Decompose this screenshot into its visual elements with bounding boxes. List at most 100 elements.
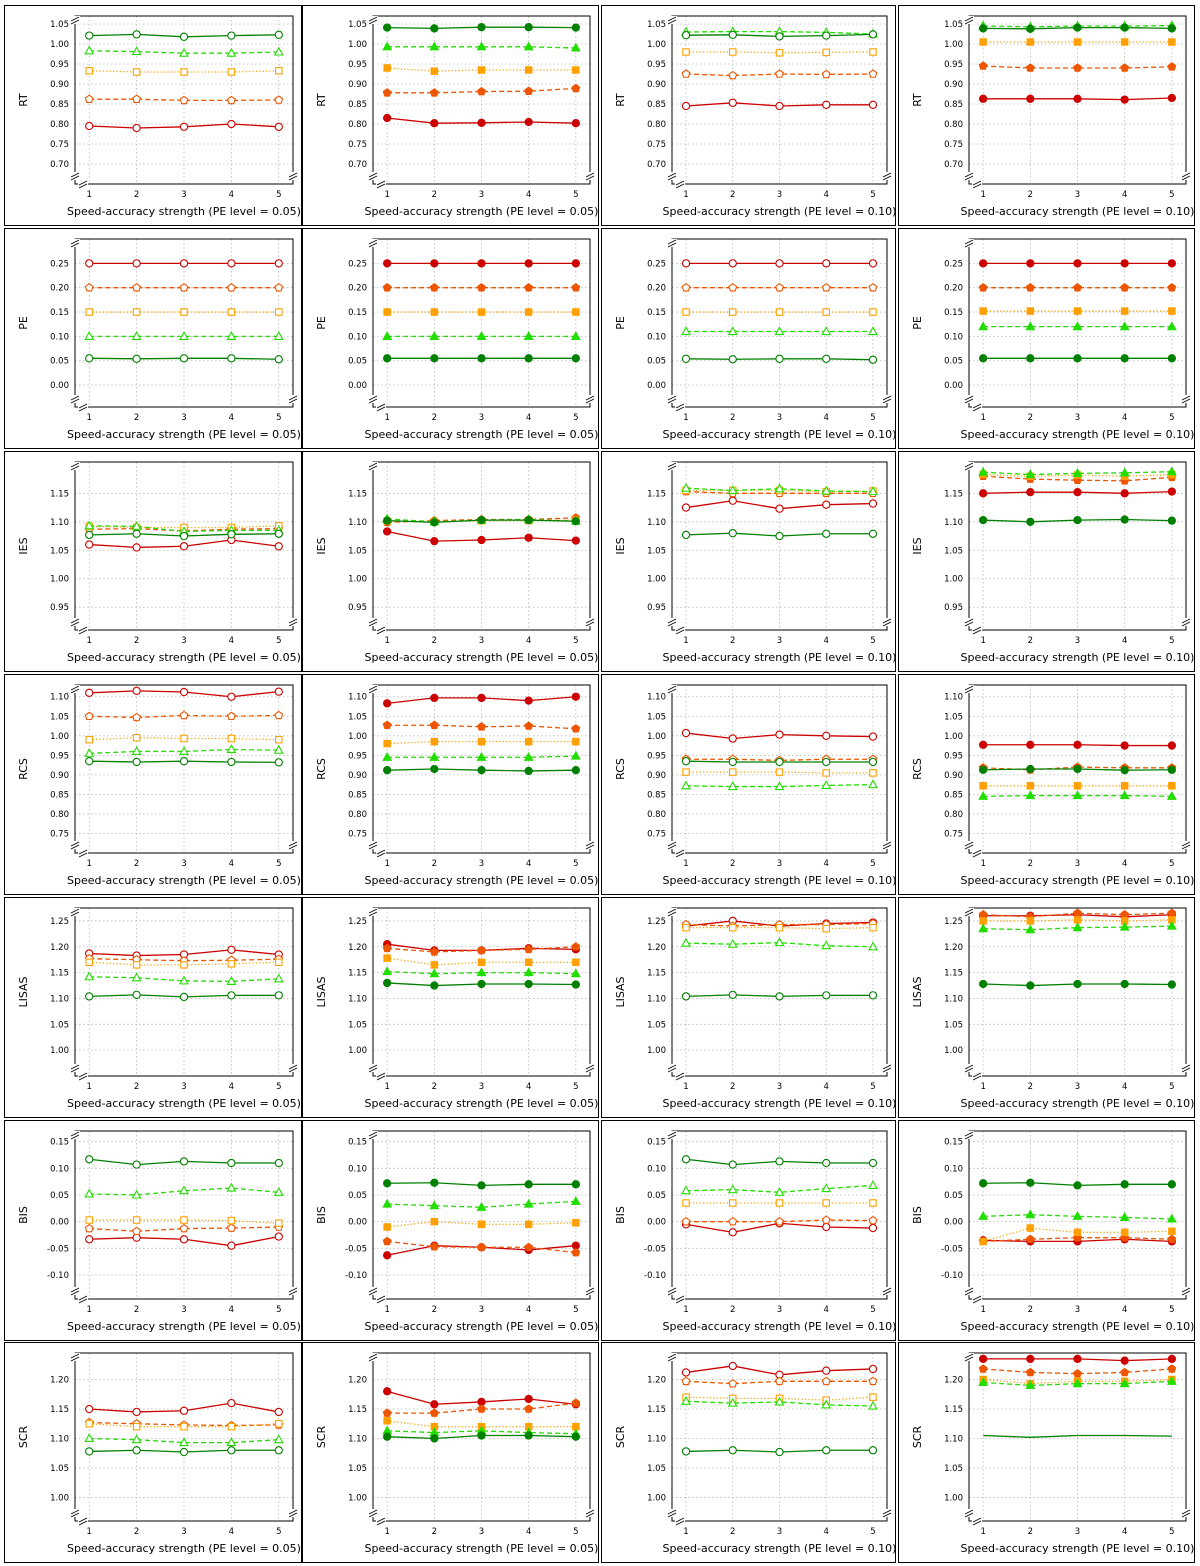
series-red bbox=[85, 259, 283, 268]
data-point-marker bbox=[477, 722, 486, 731]
data-point-marker bbox=[821, 326, 832, 336]
series-green bbox=[681, 30, 878, 41]
data-point-marker bbox=[179, 710, 189, 720]
axis-break-bottom-gap bbox=[78, 626, 88, 634]
axis-break-left bbox=[368, 1064, 378, 1070]
x-axis-label: Speed-accuracy strength (PE level = 0.05… bbox=[365, 1320, 599, 1333]
x-tick-label: 3 bbox=[479, 1082, 484, 1092]
data-point-marker bbox=[179, 1223, 189, 1233]
data-point-marker bbox=[1072, 321, 1083, 331]
data-point-marker bbox=[1025, 1367, 1035, 1377]
axis-break-bottom-gap bbox=[78, 1517, 88, 1525]
data-point-marker bbox=[681, 259, 691, 268]
axis-break-right bbox=[585, 172, 595, 178]
axis-break-left bbox=[964, 844, 974, 850]
y-tick-label: -0.10 bbox=[644, 1271, 666, 1281]
axis-break-top bbox=[70, 19, 80, 25]
x-tick-label: 5 bbox=[573, 190, 578, 200]
data-point-marker bbox=[85, 67, 93, 75]
y-tick-label: 0.70 bbox=[50, 160, 69, 170]
data-point-marker bbox=[1167, 741, 1176, 750]
axis-break-right bbox=[882, 398, 892, 404]
axis-break-bottom bbox=[972, 406, 982, 412]
x-tick-label: 4 bbox=[526, 1305, 531, 1315]
data-point-marker bbox=[570, 968, 581, 978]
x-tick-label: 3 bbox=[777, 859, 782, 869]
axis-break-bottom-gap bbox=[675, 849, 685, 857]
axis-break-top bbox=[964, 1356, 974, 1362]
axis-break-top bbox=[368, 1356, 378, 1362]
x-tick-label: 2 bbox=[432, 1305, 437, 1315]
chart-svg: 1.15 1.10 1.05 1.00 0.95 1 2 3 4 5 IES Speed-accura… bbox=[17, 461, 301, 664]
y-tick-label: 0.90 bbox=[50, 80, 69, 90]
x-tick-label: 4 bbox=[229, 1305, 234, 1315]
data-point-marker bbox=[179, 283, 189, 292]
axis-break-left bbox=[667, 175, 677, 181]
axis-break-bottom bbox=[972, 852, 982, 858]
data-point-marker bbox=[729, 308, 737, 316]
data-point-marker bbox=[822, 354, 831, 363]
axis-break-right bbox=[1181, 1512, 1191, 1518]
series-line bbox=[686, 941, 873, 948]
y-tick-label: 1.00 bbox=[348, 40, 367, 50]
axis-break-right bbox=[288, 1287, 298, 1293]
axis-break-left-gap bbox=[70, 841, 80, 849]
y-tick-label: 1.15 bbox=[944, 969, 963, 979]
series-red bbox=[383, 527, 580, 546]
x-tick-label: 2 bbox=[1028, 413, 1033, 423]
axis-break-left bbox=[368, 1512, 378, 1518]
series-orange bbox=[382, 942, 581, 956]
x-tick-label: 1 bbox=[87, 1305, 92, 1315]
data-point-marker bbox=[477, 766, 486, 775]
axis-break-right-gap bbox=[882, 618, 892, 626]
y-axis-label: RT bbox=[911, 93, 924, 107]
data-point-marker bbox=[774, 937, 785, 947]
axis-break-left bbox=[70, 844, 80, 850]
x-axis-label: Speed-accuracy strength (PE level = 0.10… bbox=[663, 428, 897, 441]
data-point-marker bbox=[1166, 466, 1177, 476]
data-point-marker bbox=[227, 259, 236, 268]
data-point-marker bbox=[681, 530, 691, 540]
data-point-marker bbox=[775, 730, 784, 739]
data-point-marker bbox=[477, 1220, 486, 1229]
data-point-marker bbox=[85, 259, 94, 268]
data-point-marker bbox=[179, 975, 189, 985]
data-point-marker bbox=[729, 48, 737, 56]
data-point-marker bbox=[1167, 1364, 1177, 1373]
data-point-marker bbox=[979, 489, 988, 498]
data-point-marker bbox=[571, 283, 581, 292]
axis-break-right bbox=[585, 841, 595, 847]
y-axis-label: PE bbox=[17, 316, 30, 330]
axis-break-right bbox=[585, 398, 595, 404]
axis-break-top bbox=[964, 1134, 974, 1140]
data-point-marker bbox=[429, 751, 440, 761]
axis-break-right-gap bbox=[585, 172, 595, 180]
data-point-marker bbox=[728, 1361, 737, 1371]
data-point-marker bbox=[227, 530, 236, 539]
axis-break-bottom-gap bbox=[675, 403, 685, 411]
x-tick-label: 5 bbox=[276, 190, 281, 200]
y-axis-label: PE bbox=[614, 316, 627, 330]
y-tick-label: 1.05 bbox=[348, 20, 367, 30]
axis-break-right bbox=[882, 1290, 892, 1296]
data-point-marker bbox=[226, 1437, 237, 1447]
data-point-marker bbox=[979, 38, 987, 46]
axis-break-top-gap bbox=[964, 239, 974, 247]
data-point-marker bbox=[868, 779, 878, 789]
axis-break-top-gap bbox=[964, 1353, 974, 1361]
x-axis-label: Speed-accuracy strength (PE level = 0.05… bbox=[365, 1097, 599, 1110]
axis-break-bottom bbox=[972, 183, 982, 189]
data-point-marker bbox=[729, 1199, 737, 1207]
axis-break-bottom bbox=[675, 1517, 685, 1523]
series-green bbox=[979, 515, 1176, 526]
x-tick-label: 2 bbox=[134, 1527, 139, 1537]
axis-break-right-gap bbox=[1181, 1509, 1191, 1517]
data-point-marker bbox=[274, 259, 283, 268]
y-tick-label: 0.75 bbox=[647, 829, 666, 839]
x-tick-label: 1 bbox=[683, 1527, 688, 1537]
data-point-marker bbox=[822, 1158, 831, 1168]
axis-break-bottom-gap bbox=[972, 403, 982, 411]
y-tick-label: 0.15 bbox=[348, 1138, 367, 1148]
data-point-marker bbox=[868, 1446, 878, 1455]
series-red bbox=[979, 740, 1176, 750]
